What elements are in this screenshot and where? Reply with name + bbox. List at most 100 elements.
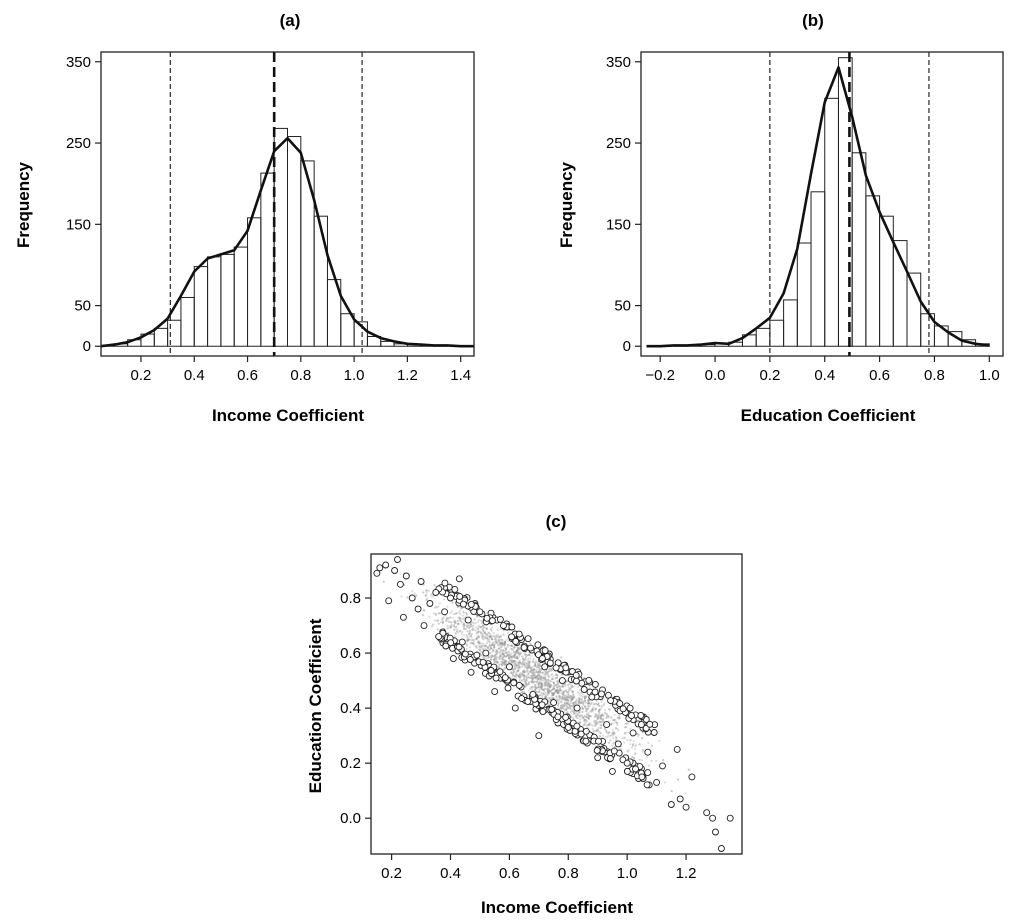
- panel-a-bar: [287, 136, 302, 347]
- scatter-cloud-dot: [609, 739, 612, 742]
- scatter-cloud-dot: [549, 697, 552, 700]
- scatter-cloud-dot: [562, 691, 566, 695]
- scatter-cloud-dot: [515, 666, 519, 669]
- scatter-cloud-dot: [629, 727, 632, 730]
- panel-a-bar: [180, 296, 195, 347]
- scatter-cloud-dot: [530, 669, 533, 672]
- scatter-cloud-dot: [482, 634, 485, 637]
- scatter-cloud-dot: [518, 664, 521, 668]
- scatter-cloud-dot: [585, 708, 588, 711]
- scatter-cloud-dot: [415, 594, 418, 597]
- scatter-cloud-dot: [650, 744, 654, 747]
- scatter-cloud-dot: [525, 674, 528, 677]
- scatter-cloud-dot: [475, 615, 478, 618]
- scatter-cloud-dot: [564, 689, 567, 692]
- scatter-cloud-dot: [517, 651, 520, 654]
- scatter-cloud-dot: [442, 598, 445, 601]
- scatter-cloud-dot: [531, 672, 534, 675]
- scatter-cloud-dot: [513, 665, 516, 668]
- scatter-point: [515, 630, 523, 638]
- scatter-cloud-dot: [538, 694, 541, 697]
- panel-b-bar: [824, 97, 839, 347]
- scatter-cloud-dot: [570, 704, 573, 708]
- scatter-cloud-dot: [576, 717, 579, 720]
- scatter-cloud-dot: [612, 731, 615, 734]
- scatter-cloud-dot: [582, 704, 585, 707]
- scatter-cloud-dot: [510, 647, 513, 650]
- scatter-cloud-dot: [590, 710, 593, 713]
- scatter-cloud-dot: [502, 633, 505, 636]
- scatter-cloud-dot: [493, 659, 497, 662]
- scatter-cloud-dot: [447, 620, 450, 623]
- scatter-cloud-dot: [482, 626, 485, 630]
- scatter-cloud-dot: [540, 691, 543, 695]
- scatter-cloud-dot: [494, 639, 497, 642]
- scatter-cloud-dot: [465, 624, 469, 627]
- scatter-cloud-dot: [529, 669, 533, 672]
- scatter-cloud-dot: [561, 685, 565, 688]
- scatter-cloud-dot: [603, 709, 607, 712]
- scatter-cloud-dot: [506, 645, 509, 648]
- scatter-cloud-dot: [556, 686, 560, 689]
- panel-b-bar: [796, 242, 812, 347]
- scatter-cloud-dot: [406, 596, 409, 599]
- scatter-point: [467, 668, 475, 676]
- scatter-cloud-dot: [462, 634, 465, 637]
- scatter-cloud-dot: [543, 691, 546, 694]
- panel-c-xtick-label: 0.2: [381, 865, 402, 882]
- scatter-point: [408, 594, 416, 602]
- scatter-cloud-dot: [457, 622, 460, 626]
- scatter-cloud-dot: [586, 707, 590, 710]
- scatter-cloud-dot: [567, 693, 570, 696]
- panel-a-ylabel: Frequency: [14, 161, 33, 248]
- scatter-point: [562, 713, 570, 721]
- scatter-cloud-dot: [486, 640, 489, 643]
- scatter-cloud-dot: [539, 677, 543, 680]
- scatter-cloud-dot: [432, 623, 435, 626]
- panel-c-xtick-label: 1.0: [617, 865, 638, 882]
- scatter-cloud-dot: [581, 710, 584, 714]
- scatter-cloud-dot: [549, 680, 552, 683]
- scatter-cloud-dot: [591, 724, 594, 727]
- scatter-cloud-dot: [554, 673, 557, 676]
- scatter-point: [510, 679, 518, 687]
- scatter-cloud-dot: [505, 639, 508, 642]
- scatter-point: [593, 747, 601, 754]
- scatter-cloud-dot: [507, 639, 510, 642]
- scatter-point: [524, 698, 532, 705]
- scatter-cloud-dot: [595, 700, 598, 703]
- panel-b-density-curve: [646, 66, 990, 348]
- scatter-cloud-dot: [538, 682, 541, 685]
- scatter-cloud-dot: [569, 687, 572, 690]
- scatter-cloud-dot: [502, 652, 505, 655]
- scatter-cloud-dot: [522, 662, 525, 666]
- scatter-cloud-dot: [517, 661, 521, 664]
- scatter-cloud-dot: [513, 646, 516, 649]
- scatter-cloud-dot: [581, 699, 584, 702]
- scatter-cloud-dot: [471, 629, 474, 632]
- scatter-cloud-dot: [495, 642, 498, 645]
- scatter-cloud-dot: [459, 606, 462, 609]
- scatter-cloud-dot: [508, 657, 511, 660]
- scatter-cloud-dot: [588, 714, 592, 718]
- scatter-cloud-dot: [503, 641, 506, 644]
- scatter-cloud-dot: [571, 697, 574, 700]
- scatter-cloud-dot: [425, 589, 428, 592]
- scatter-cloud-dot: [612, 719, 615, 722]
- scatter-cloud-dot: [515, 671, 518, 674]
- scatter-cloud-dot: [512, 670, 516, 673]
- scatter-cloud-dot: [445, 619, 448, 622]
- scatter-cloud-dot: [533, 676, 536, 679]
- scatter-cloud-dot: [612, 742, 615, 746]
- scatter-cloud-dot: [676, 778, 680, 781]
- scatter-cloud-dot: [583, 722, 586, 725]
- scatter-cloud-dot: [495, 656, 498, 659]
- scatter-cloud-dot: [528, 676, 531, 679]
- scatter-cloud-dot: [502, 658, 506, 661]
- scatter-cloud-dot: [466, 644, 469, 647]
- scatter-cloud-dot: [500, 644, 504, 647]
- scatter-cloud-dot: [601, 720, 605, 723]
- scatter-cloud-dot: [578, 698, 581, 701]
- scatter-cloud-dot: [605, 731, 608, 734]
- scatter-cloud-dot: [604, 736, 607, 739]
